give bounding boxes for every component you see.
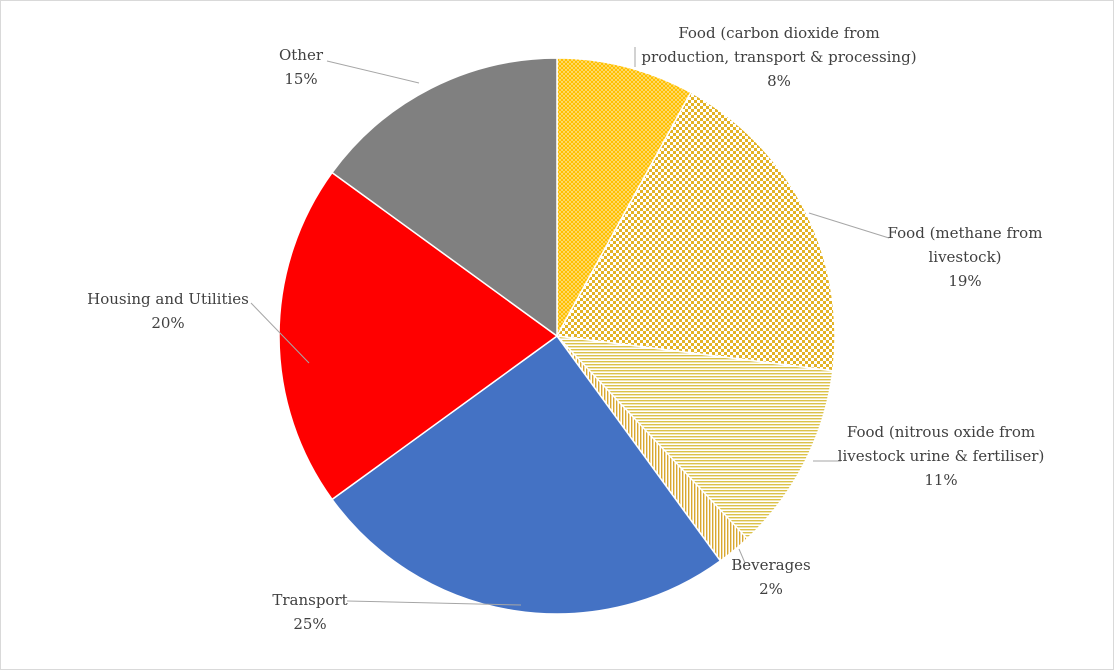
slice-name-line: production, transport & processing) [641, 48, 916, 66]
slice-name-line: Food (methane from [888, 224, 1043, 242]
leader-line-5 [346, 600, 522, 606]
slice-label-1: Food (carbon dioxide from production, tra… [641, 24, 916, 90]
slice-name-line: Food (carbon dioxide from [678, 24, 879, 42]
slice-name-line: livestock) [928, 248, 1001, 266]
slice-name-line: Transport [272, 591, 347, 609]
labels-layer: Food (carbon dioxide from production, tra… [87, 24, 1044, 633]
slice-label-5: Transport 25% [272, 591, 347, 633]
slice-percent: 19% [948, 272, 981, 290]
slices-layer [278, 57, 836, 615]
leader-line-7 [326, 60, 420, 84]
slice-name-line: Beverages [731, 556, 811, 574]
slice-name-line: Other [279, 46, 324, 64]
slice-label-3: Food (nitrous oxide from livestock urine … [838, 423, 1045, 489]
pie-slice-7 [331, 57, 558, 338]
slice-label-2: Food (methane from livestock) 19% [888, 224, 1043, 290]
leader-line-6 [250, 302, 310, 364]
slice-label-6: Housing and Utilities 20% [87, 290, 249, 332]
leader-lines-layer [250, 47, 890, 606]
leader-line-4 [738, 548, 746, 564]
pie-slice-6 [278, 171, 559, 501]
slice-percent: 25% [293, 615, 326, 633]
leader-line-2 [808, 212, 890, 239]
slice-label-7: Other 15% [279, 46, 324, 88]
slice-name-line: Housing and Utilities [87, 290, 249, 308]
slice-percent: 8% [767, 72, 791, 90]
pie-slice-5 [331, 334, 722, 615]
pie-slice-2 [555, 91, 836, 372]
pie-slice-3 [555, 334, 834, 540]
slice-percent: 2% [759, 580, 783, 598]
pie-slice-1 [556, 57, 692, 337]
slice-label-4: Beverages 2% [731, 556, 811, 598]
slice-percent: 20% [151, 314, 184, 332]
slice-name-line: livestock urine & fertiliser) [838, 447, 1045, 465]
slice-percent: 15% [284, 70, 317, 88]
slice-name-line: Food (nitrous oxide from [847, 423, 1035, 441]
slice-percent: 11% [924, 471, 957, 489]
